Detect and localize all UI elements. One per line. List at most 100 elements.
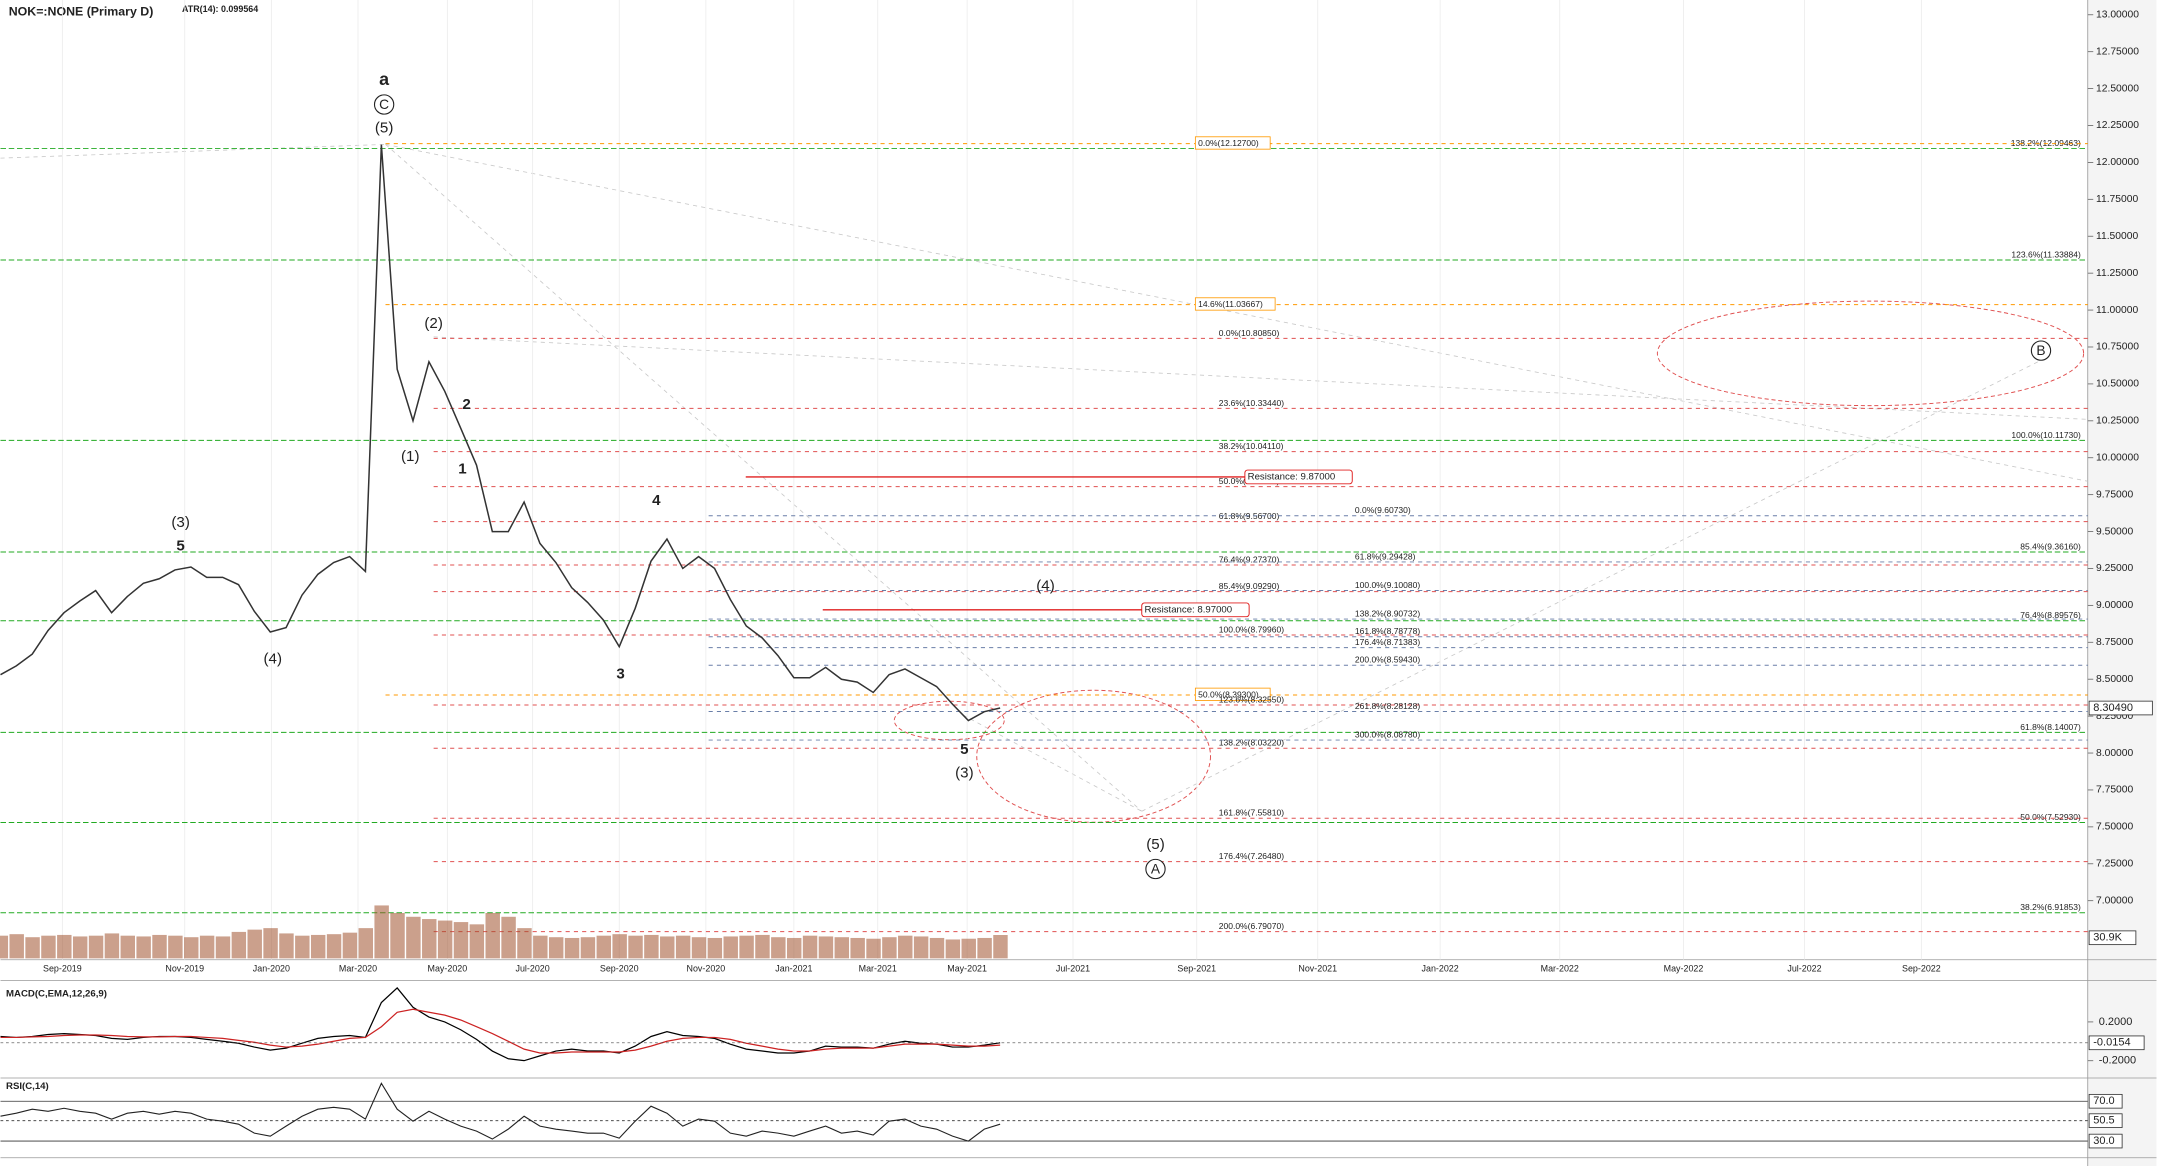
y-tick-label: 13.00000: [2096, 9, 2139, 20]
x-tick-label: May-2020: [428, 964, 468, 974]
y-tick-label: 7.75000: [2096, 785, 2133, 796]
volume-bar: [469, 924, 485, 959]
fib-label: 38.2%(6.91853): [2020, 902, 2081, 912]
volume-bar: [485, 913, 500, 959]
volume-bar: [977, 937, 992, 959]
fib-label: 61.8%(9.56700): [1219, 511, 1280, 521]
volume-bar: [310, 934, 326, 959]
volume-bar: [247, 929, 262, 959]
wave-circle: [2030, 340, 2052, 361]
y-tick-label: 8.50000: [2096, 674, 2133, 685]
y-tick-box: [2088, 1093, 2123, 1109]
fib-label: 261.8%(8.28128): [1355, 701, 1420, 711]
panel-title: MACD(C,EMA,12,26,9): [6, 989, 107, 1000]
fib-label: 200.0%(8.59430): [1355, 655, 1420, 665]
wave-label: 1: [458, 461, 466, 478]
fib-label: 176.4%(7.26480): [1219, 851, 1284, 861]
x-tick-label: Nov-2021: [1298, 964, 1337, 974]
y-tick-label: 8.75000: [2096, 637, 2133, 648]
volume-bar: [136, 936, 151, 959]
y-tick-label: 9.75000: [2096, 489, 2133, 500]
fib-label: 138.2%(8.90732): [1355, 609, 1420, 619]
fib-label: 50.0%(7.52930): [2020, 812, 2081, 822]
panel-title: RSI(C,14): [6, 1081, 49, 1092]
wave-label: (5): [1146, 836, 1164, 853]
wave-label: C: [379, 97, 389, 112]
y-tick-label: 11.75000: [2096, 194, 2138, 205]
volume-bar: [533, 935, 548, 959]
last-price-box: [2088, 700, 2153, 716]
fib-label: 38.2%(10.04110): [1219, 441, 1284, 451]
resistance-box: [1244, 469, 1353, 485]
volume-bar: [374, 905, 389, 959]
volume-bar: [644, 934, 659, 959]
y-tick-label: 7.00000: [2096, 895, 2133, 906]
volume-bar: [929, 937, 945, 959]
fib-label: 200.0%(6.79070): [1219, 921, 1284, 931]
volume-label-box: [2088, 930, 2137, 946]
volume-bar: [88, 935, 104, 959]
x-tick-label: Mar-2020: [339, 964, 377, 974]
volume-bar: [295, 935, 310, 959]
x-tick-label: Jul-2020: [516, 964, 550, 974]
fib-label: 123.6%(11.33884): [2011, 249, 2081, 259]
y-tick-box: [2088, 1113, 2123, 1128]
volume-bar: [786, 937, 802, 959]
x-tick-label: Jan-2022: [1422, 964, 1459, 974]
wave-label: (4): [1036, 577, 1054, 594]
fib-label: 100.0%(10.11730): [2011, 430, 2081, 440]
price-line: [0, 144, 1001, 722]
volume-bar: [660, 936, 675, 959]
y-tick-label: 9.25000: [2096, 563, 2133, 574]
volume-bar: [739, 935, 754, 959]
volume-bar: [422, 919, 437, 959]
fib-label: 176.4%(8.71383): [1355, 637, 1420, 647]
x-tick-label: Sep-2019: [43, 964, 82, 974]
volume-bar: [358, 928, 374, 959]
y-tick-label: 0.2000: [2099, 1016, 2133, 1028]
volume-bar: [866, 938, 881, 959]
volume-bar: [9, 934, 24, 959]
volume-bar: [0, 935, 9, 959]
volume-bar: [723, 936, 738, 959]
x-tick-label: May-2021: [947, 964, 987, 974]
fib-label: 161.8%(7.55810): [1219, 808, 1284, 818]
x-tick-label: Jul-2021: [1056, 964, 1090, 974]
wave-label: B: [2036, 343, 2045, 358]
y-tick-label: 10.25000: [2096, 416, 2139, 427]
x-tick-label: Mar-2021: [859, 964, 897, 974]
y-tick-box: [2088, 1133, 2123, 1149]
fib-label: 50.0%(8.39300): [1198, 689, 1259, 699]
fib-label: 85.4%(9.36160): [2020, 541, 2081, 551]
volume-bar: [326, 934, 342, 959]
y-tick-label: 12.75000: [2096, 46, 2139, 57]
fib-label: 161.8%(8.78778): [1355, 626, 1420, 636]
x-tick-label: Sep-2020: [600, 964, 639, 974]
fib-label: 61.8%(9.29428): [1355, 551, 1416, 561]
volume-bar: [993, 935, 1008, 959]
wave-label: 5: [960, 741, 968, 758]
wave-label: (3): [955, 764, 973, 781]
y-tick-label: 30.0: [2093, 1135, 2114, 1147]
volume-bar: [168, 935, 183, 959]
y-tick-label: 10.00000: [2096, 452, 2139, 463]
volume-bar: [104, 933, 120, 959]
volume-bar: [850, 937, 865, 959]
macd-line: [0, 1008, 1001, 1054]
y-tick-label: 11.50000: [2096, 231, 2138, 242]
volume-bar: [57, 934, 72, 959]
wave-label: (2): [424, 315, 442, 332]
wave-label: (1): [401, 448, 419, 465]
y-tick-label: 70.0: [2093, 1095, 2114, 1107]
fib-label: 0.0%(10.80850): [1219, 328, 1280, 338]
y-tick-label: 9.00000: [2096, 600, 2133, 611]
volume-bar: [279, 933, 294, 959]
volume-bar: [215, 936, 231, 959]
volume-bar: [199, 935, 215, 959]
volume-bar: [437, 920, 453, 959]
wave-circle: [373, 94, 395, 115]
volume-bar: [580, 937, 596, 959]
volume-label: 30.9K: [2093, 932, 2122, 944]
volume-bar: [771, 937, 786, 959]
